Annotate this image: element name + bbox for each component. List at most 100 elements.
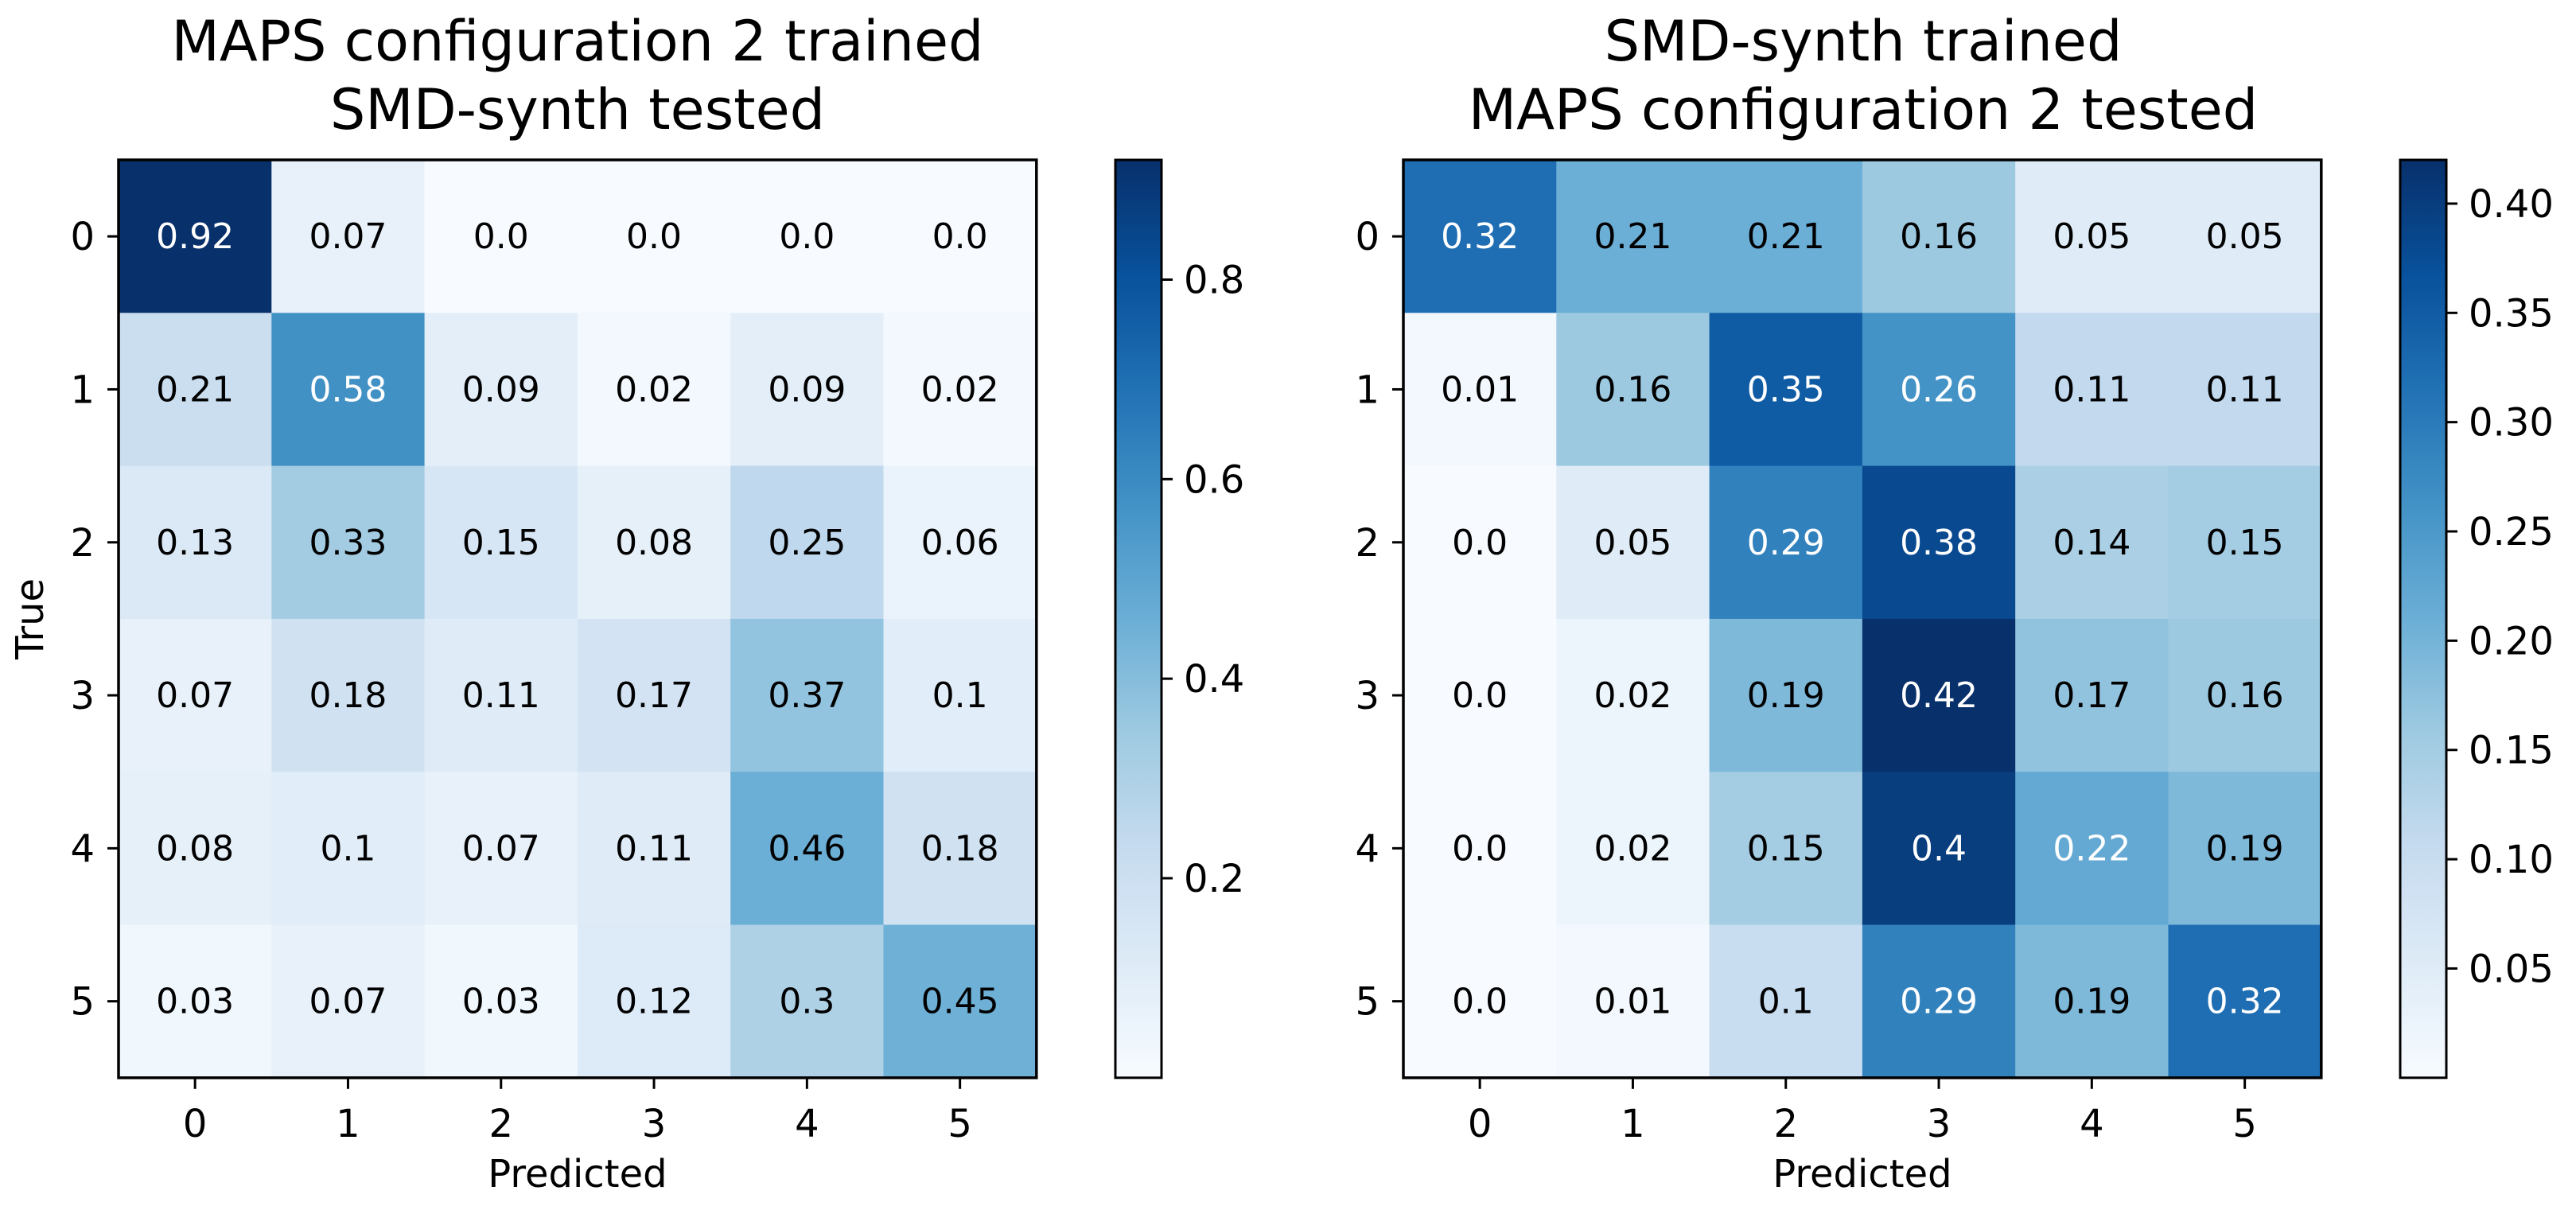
heatmap-cell [2168,465,2322,620]
cell-value-label: 0.0 [1452,523,1508,563]
heatmap-cell [2015,618,2169,772]
heatmap-cell [883,313,1037,467]
cell-value-label: 0.46 [768,828,846,869]
y-tick-label: 1 [1355,368,1379,412]
heatmap-cell [271,313,426,467]
heatmap-cell [2015,924,2169,1079]
heatmap-cell [577,772,731,926]
heatmap-cell [271,465,426,620]
x-tick-label: 5 [2232,1102,2257,1146]
y-tick-label: 3 [70,674,95,718]
heatmap-cell [119,924,272,1079]
heatmap-cell [1403,313,1557,467]
cell-value-label: 0.1 [320,828,376,869]
heatmap-cell [271,618,426,772]
heatmap-cell [1709,924,1863,1079]
chart-title-line: MAPS configuration 2 tested [1469,77,2258,142]
cell-value-label: 0.19 [1747,675,1825,716]
heatmap-cell [1556,313,1710,467]
cell-value-label: 0.18 [921,828,999,869]
heatmap-cell [271,924,426,1079]
colorbar-tick-label: 0.40 [2469,182,2554,227]
cell-value-label: 0.07 [156,675,234,716]
x-tick-label: 4 [2080,1102,2104,1146]
heatmap-cell [1556,924,1710,1079]
heatmap-cell [1403,465,1557,620]
colorbar-tick-label: 0.6 [1184,457,1244,502]
cell-value-label: 0.01 [1593,982,1671,1022]
x-tick-label: 5 [948,1102,972,1146]
y-tick-label: 5 [1355,980,1379,1025]
cell-value-label: 0.07 [462,828,540,869]
y-tick-label: 4 [1355,827,1379,871]
cell-value-label: 0.22 [2053,828,2130,869]
cell-value-label: 0.05 [2206,216,2284,257]
y-tick-label: 5 [70,980,95,1025]
heatmap-cell [424,924,578,1079]
cell-value-label: 0.03 [156,982,234,1022]
colorbar-tick-label: 0.30 [2469,401,2554,445]
colorbar-tick-label: 0.10 [2469,838,2554,882]
y-tick-label: 0 [1355,215,1379,259]
y-tick-label: 2 [1355,521,1379,566]
heatmap-cell [1556,772,1710,926]
heatmap-cell [271,772,426,926]
heatmap-cell [577,924,731,1079]
heatmap-cell [2168,618,2322,772]
x-tick-label: 0 [1468,1102,1492,1146]
cell-value-label: 0.19 [2206,828,2284,869]
cell-value-label: 0.29 [1747,523,1825,563]
cell-value-label: 0.58 [309,369,387,410]
heatmap-cell [2168,924,2322,1079]
heatmap-cell [1862,618,2016,772]
heatmap-frame [1402,158,2323,1080]
cell-value-label: 0.08 [156,828,234,869]
cell-value-label: 0.33 [309,523,387,563]
cell-value-label: 0.29 [1900,982,1978,1022]
cell-value-label: 0.37 [768,675,846,716]
heatmap-cell [1709,313,1863,467]
heatmap-cell [1403,924,1557,1079]
cell-value-label: 0.16 [1900,216,1978,257]
heatmap-cell [577,618,731,772]
cell-value-label: 0.08 [615,523,693,563]
y-axis-label: True [8,578,53,660]
colorbar-tick-label: 0.05 [2469,947,2554,991]
heatmap-cell [730,313,885,467]
cell-value-label: 0.21 [156,369,234,410]
x-tick-label: 1 [1621,1102,1645,1146]
heatmap-cell [730,160,885,313]
cell-value-label: 0.16 [1593,369,1671,410]
cell-value-label: 0.09 [462,369,540,410]
cell-value-label: 0.07 [309,216,387,257]
cell-value-label: 0.11 [2206,369,2284,410]
chart-title-line: MAPS configuration 2 trained [172,9,984,74]
cell-value-label: 0.0 [932,216,988,257]
cell-value-label: 0.0 [626,216,682,257]
cell-value-label: 0.32 [1441,216,1519,257]
heatmap-cell [1709,465,1863,620]
x-tick-label: 2 [1773,1102,1798,1146]
y-tick-label: 3 [1355,674,1379,718]
heatmap-cell [119,465,272,620]
heatmap-cell [577,465,731,620]
cell-value-label: 0.19 [2053,982,2130,1022]
heatmap-cell [2015,160,2169,313]
colorbar-tick-label: 0.20 [2469,619,2554,663]
y-tick-label: 2 [70,521,95,566]
x-axis-label: Predicted [1772,1152,1951,1196]
colorbar-tick-label: 0.8 [1184,258,1244,302]
cell-value-label: 0.35 [1747,369,1825,410]
cell-value-label: 0.14 [2053,523,2130,563]
cell-value-label: 0.06 [921,523,999,563]
heatmap-cell [2168,772,2322,926]
heatmap-cell [577,313,731,467]
cell-value-label: 0.45 [921,982,999,1022]
heatmap-cell [1403,618,1557,772]
cell-value-label: 0.11 [2053,369,2130,410]
heatmap-cell [1403,160,1557,313]
cell-value-label: 0.38 [1900,523,1978,563]
heatmap-cell [119,772,272,926]
